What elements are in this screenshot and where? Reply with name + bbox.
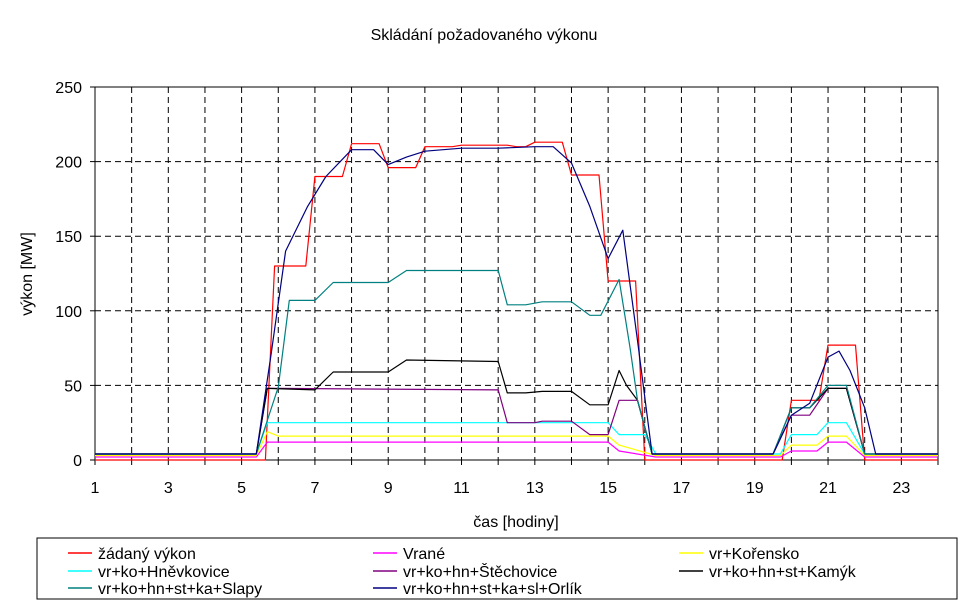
x-tick-label: 3 bbox=[164, 480, 173, 497]
legend-label: žádaný výkon bbox=[98, 546, 196, 563]
legend: žádaný výkon Vrané vr+Kořensko vr+ko+Hněvko… bbox=[36, 537, 958, 600]
series-line bbox=[95, 269, 938, 455]
y-tick-label: 100 bbox=[55, 304, 82, 321]
x-tick-label: 21 bbox=[819, 480, 837, 497]
x-tick-label: 15 bbox=[599, 480, 617, 497]
series-line bbox=[95, 146, 938, 455]
series-line bbox=[95, 141, 938, 461]
y-axis-label: výkon [MW] bbox=[19, 232, 36, 316]
x-axis-label: čas [hodiny] bbox=[473, 514, 558, 531]
x-tick-label: 13 bbox=[526, 480, 544, 497]
legend-label: vr+ko+Hněvkovice bbox=[98, 564, 230, 581]
legend-label: vr+ko+hn+Štěchovice bbox=[403, 562, 557, 581]
plot-area bbox=[94, 86, 939, 461]
x-tick-label: 5 bbox=[237, 480, 246, 497]
legend-label: vr+ko+hn+st+ka+Slapy bbox=[98, 581, 262, 598]
legend-box bbox=[36, 537, 958, 600]
legend-label: vr+Kořensko bbox=[709, 546, 799, 563]
x-tick-label: 19 bbox=[746, 480, 764, 497]
chart-title: Skládání požadovaného výkonu bbox=[371, 27, 598, 44]
series-line bbox=[95, 387, 938, 455]
y-tick-label: 50 bbox=[64, 378, 82, 395]
x-tick-label: 17 bbox=[673, 480, 691, 497]
legend-label: Vrané bbox=[403, 546, 445, 563]
y-tick-label: 200 bbox=[55, 155, 82, 172]
x-tick-label: 23 bbox=[892, 480, 910, 497]
series-line bbox=[95, 431, 938, 457]
x-tick-label: 7 bbox=[310, 480, 319, 497]
series-line bbox=[95, 441, 938, 458]
x-tick-label: 11 bbox=[453, 480, 470, 497]
legend-label: vr+ko+hn+st+Kamýk bbox=[709, 564, 857, 581]
y-tick-label: 150 bbox=[55, 229, 82, 246]
legend-label: vr+ko+hn+st+ka+sl+Orlík bbox=[403, 581, 583, 598]
y-tick-label: 0 bbox=[73, 453, 82, 470]
y-tick-label: 250 bbox=[55, 80, 82, 97]
x-tick-label: 1 bbox=[91, 480, 100, 497]
x-tick-label: 9 bbox=[384, 480, 393, 497]
